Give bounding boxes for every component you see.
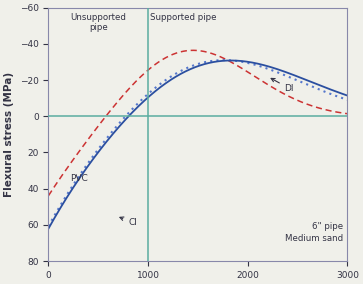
Text: Supported pipe: Supported pipe [150,13,217,22]
Text: PVC: PVC [70,174,88,183]
Text: 6" pipe
Medium sand: 6" pipe Medium sand [285,222,343,243]
Y-axis label: Flexural stress (MPa): Flexural stress (MPa) [4,72,14,197]
Text: DI: DI [271,78,294,93]
Text: Unsupported
pipe: Unsupported pipe [70,13,126,32]
Text: CI: CI [120,217,137,227]
